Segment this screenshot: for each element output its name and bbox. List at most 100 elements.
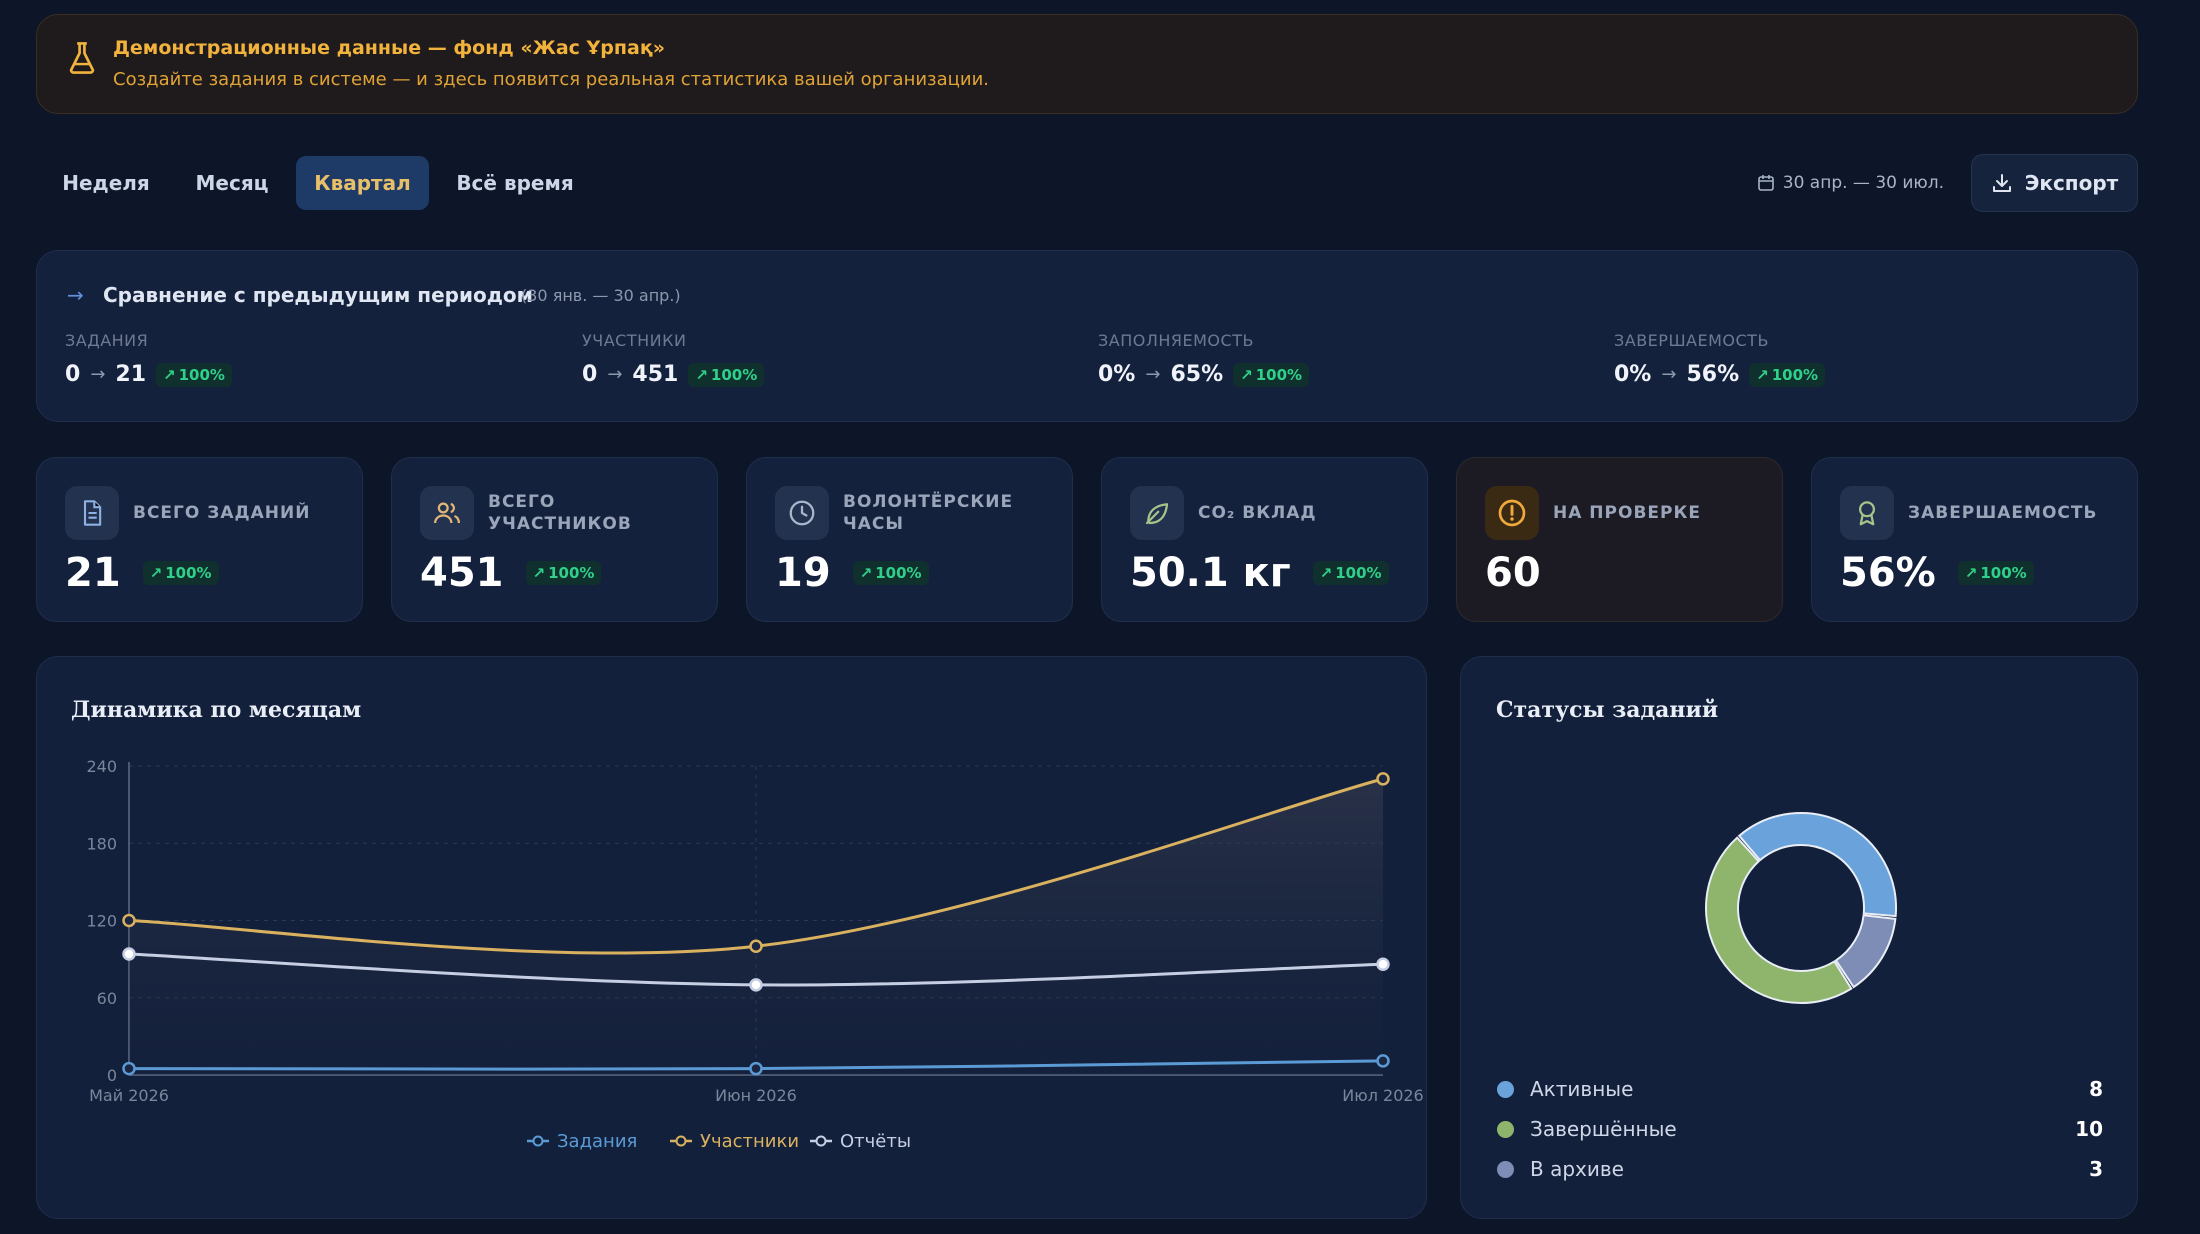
trend-up-icon: ↗: [532, 564, 546, 582]
metric-from: 0%: [1614, 362, 1652, 387]
date-range[interactable]: 30 апр. — 30 июл.: [1757, 168, 1944, 198]
download-icon: [1992, 174, 2011, 192]
legend-dot: [1497, 1120, 1514, 1138]
donut-chart: [1705, 812, 1897, 1004]
x-tick-label: Июл 2026: [1342, 1086, 1423, 1105]
legend-label: Участники: [700, 1131, 799, 1152]
legend-item-active: Активные 8: [1497, 1069, 2103, 1109]
change-value: 100%: [178, 365, 225, 384]
legend-item-archived: В архиве 3: [1497, 1149, 2103, 1189]
export-button[interactable]: Экспорт: [1971, 154, 2138, 212]
stat-value: 451: [420, 550, 504, 596]
stat-card-completion: ЗАВЕРШАЕМОСТЬ 56% ↗ 100%: [1811, 457, 2138, 622]
y-tick-label: 180: [86, 834, 117, 853]
stat-label: CO₂ ВКЛАД: [1198, 503, 1317, 523]
change-value: 100%: [1255, 365, 1303, 384]
data-point: [749, 978, 763, 992]
banner-title: Демонстрационные данные — фонд «Жас Ұрпа…: [113, 37, 666, 59]
stat-card-under-review: НА ПРОВЕРКЕ 60: [1456, 457, 1783, 622]
metric-completion: ЗАВЕРШАЕМОСТЬ 0% → 56% ↗ 100%: [1614, 331, 1826, 387]
trend-up-icon: ↗: [1319, 564, 1333, 582]
y-tick-label: 0: [107, 1066, 117, 1085]
change-value: 100%: [548, 564, 595, 582]
change-value: 100%: [1980, 564, 2027, 582]
stat-value: 19: [775, 550, 831, 596]
donut-slice-2: [1834, 914, 1897, 989]
stat-value: 56%: [1840, 550, 1936, 596]
stat-value: 50.1 кг: [1130, 550, 1291, 596]
comparison-range: (30 янв. — 30 апр.): [521, 286, 681, 305]
metric-to: 451: [632, 362, 679, 387]
trend-up-icon: ↗: [859, 564, 873, 582]
legend-marker: [815, 1135, 827, 1147]
metric-to: 65%: [1170, 362, 1224, 387]
arrow-right-icon: →: [1661, 364, 1677, 385]
metric-fill-rate: ЗАПОЛНЯЕМОСТЬ 0% → 65% ↗ 100%: [1098, 331, 1310, 387]
stat-value: 21: [65, 550, 121, 596]
change-badge: ↗ 100%: [688, 362, 765, 387]
legend-count: 8: [2089, 1077, 2103, 1101]
task-status-panel: Статусы заданий Активные 8 Завершённые 1…: [1460, 656, 2138, 1219]
tab-week[interactable]: Неделя: [62, 171, 150, 195]
trend-up-icon: ↗: [1756, 365, 1769, 384]
change-badge: ↗ 100%: [1312, 561, 1389, 585]
clock-icon: [775, 486, 829, 540]
trend-up-icon: ↗: [1964, 564, 1978, 582]
comparison-title: Сравнение с предыдущим периодом: [103, 283, 533, 307]
alert-icon: [1485, 486, 1539, 540]
legend-count: 3: [2089, 1157, 2103, 1181]
change-value: 100%: [165, 564, 212, 582]
donut-slice-0: [1737, 812, 1897, 918]
leaf-icon: [1130, 486, 1184, 540]
legend-marker: [532, 1135, 544, 1147]
data-point: [1376, 1054, 1390, 1068]
stat-card-total-participants: ВСЕГО УЧАСТНИКОВ 451 ↗ 100%: [391, 457, 718, 622]
change-value: 100%: [710, 365, 758, 384]
metric-from: 0%: [1098, 362, 1136, 387]
x-tick-label: Июн 2026: [715, 1086, 797, 1105]
data-point: [122, 913, 136, 928]
stat-label: ЗАВЕРШАЕМОСТЬ: [1908, 503, 2098, 523]
tab-all-time[interactable]: Всё время: [456, 171, 574, 195]
stat-label: ВСЕГО УЧАСТНИКОВ: [488, 492, 632, 534]
change-badge: ↗ 100%: [1957, 561, 2034, 585]
arrow-right-icon: →: [1145, 364, 1161, 385]
line-chart: 0 60 120 180 240 Май 2026 Июн 2026 Июл 2026 Зада…: [86, 757, 1423, 1152]
monthly-dynamics-panel: Динамика по месяцам 0 60 120 180 240 Май 2026…: [36, 656, 1427, 1219]
stat-label: НА ПРОВЕРКЕ: [1553, 503, 1701, 523]
change-badge: ↗ 100%: [1749, 362, 1826, 387]
metric-label: ЗАДАНИЯ: [65, 331, 149, 350]
metric-participants: УЧАСТНИКИ 0 → 451 ↗ 100%: [582, 331, 765, 387]
legend-label: Завершённые: [1530, 1117, 1677, 1141]
arrow-right-icon: →: [607, 364, 623, 385]
line-chart-title: Динамика по месяцам: [71, 697, 362, 723]
tab-quarter[interactable]: Квартал: [296, 156, 429, 210]
legend-count: 10: [2075, 1117, 2103, 1141]
y-tick-label: 120: [86, 912, 117, 931]
change-badge: ↗ 100%: [142, 561, 219, 585]
change-badge: ↗ 100%: [852, 561, 929, 585]
legend-dot: [1497, 1080, 1514, 1098]
arrow-right-icon: →: [90, 364, 106, 385]
data-point: [1376, 772, 1390, 786]
trend-up-icon: ↗: [163, 365, 176, 384]
legend-label: Задания: [557, 1131, 637, 1152]
tab-month[interactable]: Месяц: [195, 171, 269, 195]
metric-from: 0: [65, 362, 81, 387]
data-point: [1376, 957, 1390, 972]
metric-from: 0: [582, 362, 598, 387]
stat-label: ВСЕГО ЗАДАНИЙ: [133, 503, 311, 523]
flask-icon: [69, 42, 95, 74]
status-legend: Активные 8 Завершённые 10 В архиве 3: [1497, 1069, 2103, 1189]
legend-dot: [1497, 1160, 1514, 1178]
change-value: 100%: [1771, 365, 1819, 384]
legend-label: В архиве: [1530, 1157, 1624, 1181]
data-point: [122, 1061, 136, 1076]
stat-value: 60: [1485, 550, 1541, 596]
legend-label: Отчёты: [840, 1131, 911, 1152]
calendar-icon: [1757, 175, 1774, 191]
export-label: Экспорт: [2024, 171, 2119, 195]
metric-label: ЗАВЕРШАЕМОСТЬ: [1614, 331, 1769, 350]
date-range-label: 30 апр. — 30 июл.: [1782, 173, 1944, 193]
metric-to: 56%: [1686, 362, 1740, 387]
